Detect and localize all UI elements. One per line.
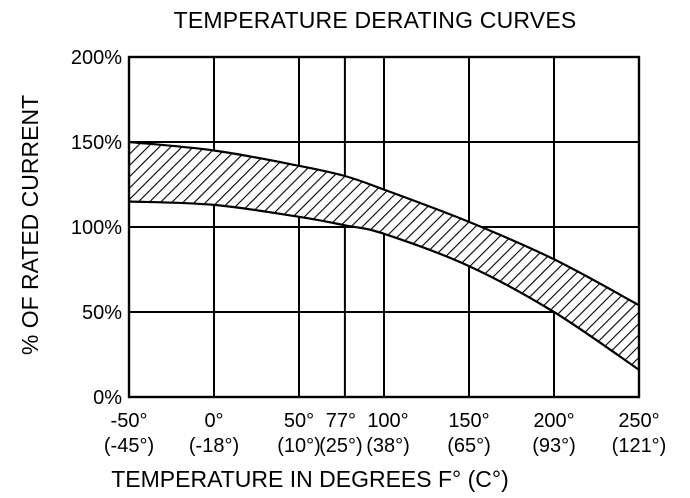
x-tick-label-c: (38°)	[366, 435, 410, 457]
x-tick-label-f: 100°	[367, 410, 408, 432]
x-tick-label-c: (25°)	[319, 435, 363, 457]
x-tick-label-c: (121°)	[612, 435, 667, 457]
y-tick-label: 50%	[82, 302, 122, 324]
derating-band	[128, 140, 640, 371]
x-tick-label-c: (93°)	[532, 435, 576, 457]
derating-band-area	[129, 142, 639, 370]
plot-border	[127, 55, 641, 399]
x-tick-label-f: 150°	[448, 410, 489, 432]
x-tick-label-c: (-18°)	[189, 435, 239, 457]
y-tick-label: 200%	[71, 47, 122, 69]
y-axis-title: % OF RATED CURRENT	[17, 95, 43, 355]
y-tick-labels: 0% 50% 100% 150% 200%	[71, 47, 122, 409]
x-tick-label-f: 200°	[533, 410, 574, 432]
x-tick-label-f: 250°	[618, 410, 659, 432]
x-tick-label-c: (10°)	[277, 435, 321, 457]
x-tick-label-f: -50°	[111, 410, 148, 432]
x-tick-label-c: (-45°)	[104, 435, 154, 457]
x-tick-label-f: 77°	[326, 410, 356, 432]
y-tick-label: 150%	[71, 132, 122, 154]
x-axis-title: TEMPERATURE IN DEGREES F° (C°)	[111, 466, 509, 492]
upper-limit-line	[128, 140, 640, 307]
x-tick-label-f: 50°	[284, 410, 314, 432]
x-tick-label-c: (65°)	[447, 435, 491, 457]
x-tick-labels: -50° (-45°) 0° (-18°) 50° (10°)77° (25°)100° (3…	[104, 410, 666, 457]
y-tick-label: 0%	[93, 387, 122, 409]
plot-frame	[127, 55, 641, 399]
y-tick-label: 100%	[71, 217, 122, 239]
x-tick-label-f: 0°	[204, 410, 223, 432]
lower-limit-line	[128, 200, 640, 371]
chart-title: TEMPERATURE DERATING CURVES	[174, 7, 577, 33]
